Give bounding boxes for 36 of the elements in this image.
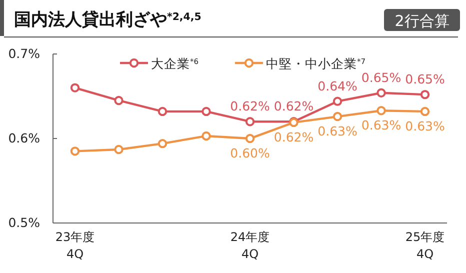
text: 2行合算 <box>394 12 450 30</box>
point <box>70 83 80 92</box>
data-label: 0.63% <box>318 124 358 139</box>
point <box>332 96 342 106</box>
point <box>70 146 80 156</box>
point <box>376 88 386 98</box>
data-label: 0.64% <box>318 78 358 94</box>
data-label: 0.65% <box>361 70 402 85</box>
point <box>158 138 168 148</box>
data-label: 0.63% <box>361 118 402 133</box>
data-label: 0.63% <box>405 118 445 134</box>
data-label: 0.60% <box>230 146 270 160</box>
point <box>114 144 124 154</box>
x-tick-label: 25年度 4Q <box>405 230 445 261</box>
point <box>202 131 211 141</box>
y-tick-label: 0.7% <box>8 46 40 61</box>
x-tick-label: 23年度 4Q <box>55 230 95 261</box>
point <box>158 106 168 116</box>
data-label: 0.62% <box>230 98 270 114</box>
point <box>332 112 342 122</box>
point <box>420 106 430 116</box>
data-label: 0.62% <box>274 129 314 144</box>
chart-title: 国内法人貸出利ざや$^{*2,4,5}$ <box>14 10 202 30</box>
point <box>202 106 211 116</box>
y-tick-label: 0.6% <box>8 130 40 146</box>
legend-label: 中堅・中小企業$^{*7}$ <box>266 56 366 71</box>
y-tick-label: 0.5% <box>8 215 40 230</box>
point <box>114 96 124 106</box>
point <box>376 106 386 116</box>
data-label: 0.65% <box>405 72 445 87</box>
data-label: 0.62% <box>274 98 314 114</box>
point <box>420 90 430 100</box>
point <box>245 117 255 126</box>
point <box>245 134 255 144</box>
x-tick-label: 24年度 4Q <box>230 230 270 261</box>
legend-label: 大企業$^{*6}$ <box>151 56 199 71</box>
